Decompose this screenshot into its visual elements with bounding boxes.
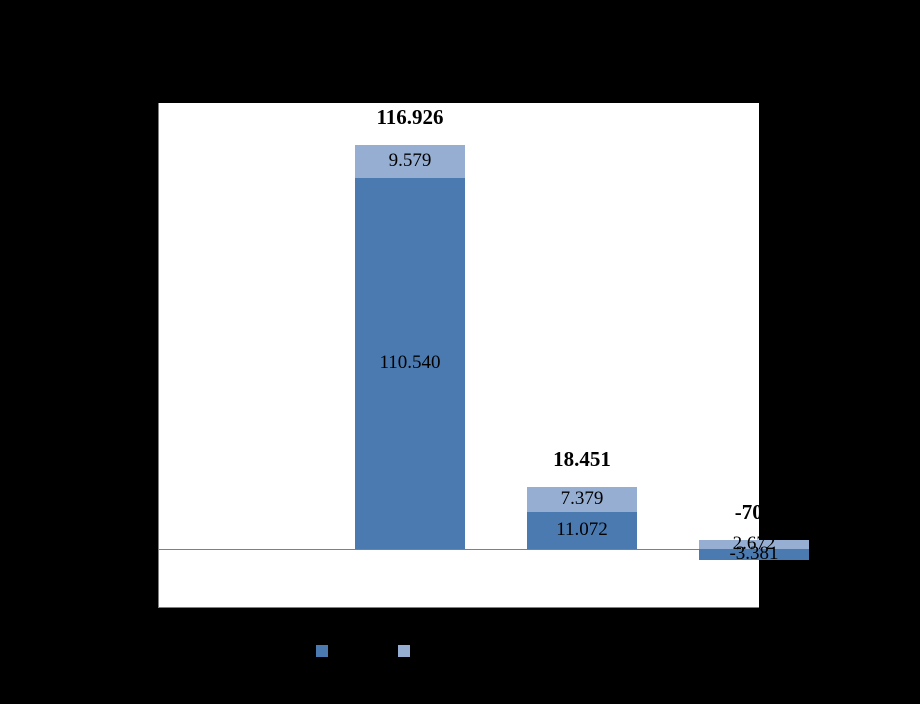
legend-swatch: [398, 645, 410, 657]
value-label-b: 7.379: [507, 488, 657, 510]
value-label-a: 110.540: [335, 352, 485, 374]
legend-swatch: [316, 645, 328, 657]
value-label-b: 2.672: [679, 533, 829, 555]
baseline: [158, 549, 758, 550]
chart-outer: 110.5409.579116.92611.0727.37918.451-3.3…: [0, 0, 920, 704]
value-label-a: 11.072: [507, 519, 657, 541]
legend-item: [398, 645, 410, 657]
total-label: 18.451: [497, 447, 667, 472]
value-label-b: 9.579: [335, 150, 485, 172]
total-label: -709: [669, 500, 839, 525]
total-label: 116.926: [325, 105, 495, 130]
legend-item: [316, 645, 328, 657]
legend: [316, 645, 410, 657]
